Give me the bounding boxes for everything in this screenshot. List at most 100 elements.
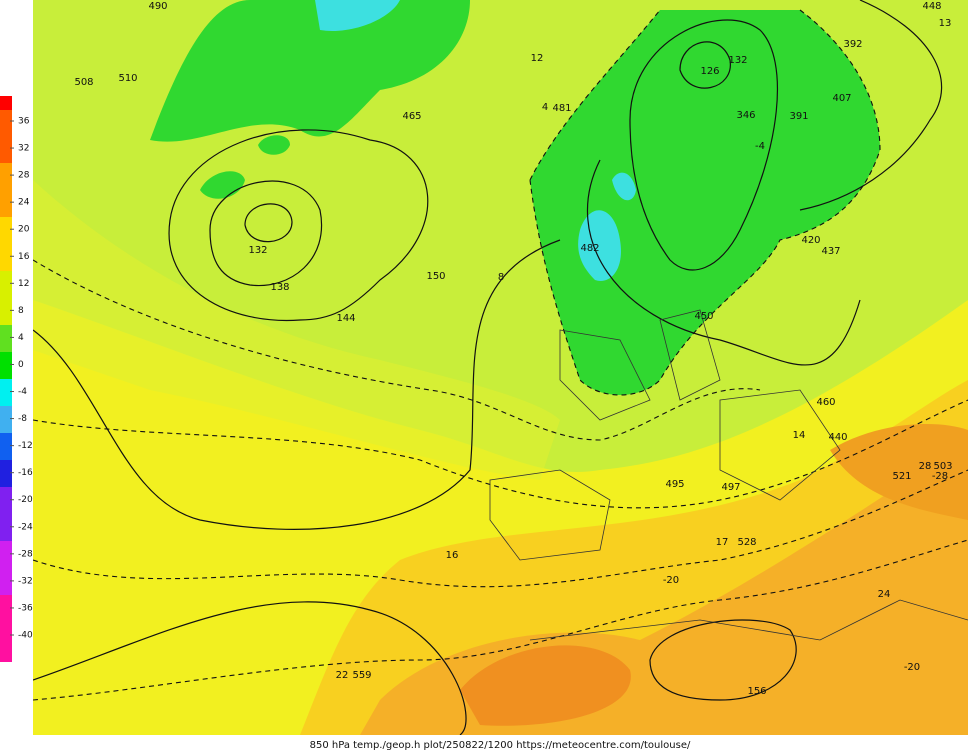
map-label: 437 xyxy=(821,246,840,257)
colorbar-label: -20 xyxy=(18,495,33,505)
map-label: 138 xyxy=(270,282,289,293)
contour xyxy=(209,180,323,287)
map-label: -20 xyxy=(904,662,920,673)
contour xyxy=(33,601,467,735)
map-label: 420 xyxy=(801,235,820,246)
map-label: 14 xyxy=(793,430,806,441)
map-label: 8 xyxy=(498,272,504,283)
colorbar-swatch xyxy=(0,163,12,217)
colorbar-swatch xyxy=(0,271,12,325)
contour xyxy=(799,0,943,211)
colorbar-label: 36 xyxy=(18,117,30,127)
colorbar-label: -12 xyxy=(18,441,33,451)
colorbar-label: -4 xyxy=(18,387,27,397)
colorbar-label: -24 xyxy=(18,522,33,532)
map-label: 28 xyxy=(919,461,932,472)
colorbar-swatch xyxy=(0,433,12,460)
colorbar-label: 12 xyxy=(18,279,29,289)
isotherm xyxy=(33,539,968,701)
map-label: 508 xyxy=(74,77,93,88)
colorbar-label: 0 xyxy=(18,360,24,370)
colorbar-label: -16 xyxy=(18,468,33,478)
isotherm xyxy=(529,9,881,396)
map-label: 132 xyxy=(248,245,267,256)
contour xyxy=(629,19,779,271)
colorbar-label: -40 xyxy=(18,631,33,641)
map-label: 482 xyxy=(580,243,599,254)
contour xyxy=(33,239,561,530)
colorbar-label: -36 xyxy=(18,603,33,613)
cold-field xyxy=(530,10,880,395)
colorbar-label: 24 xyxy=(18,198,30,208)
map-label: 392 xyxy=(843,39,862,50)
contour xyxy=(649,619,797,701)
map-label: 497 xyxy=(721,482,740,493)
isotherm xyxy=(33,469,968,588)
map-label: 407 xyxy=(832,93,851,104)
colorbar-swatch xyxy=(0,110,12,163)
map-label: 481 xyxy=(552,103,571,114)
field xyxy=(33,180,560,480)
map-label: 460 xyxy=(816,397,835,408)
colorbar-label: -28 xyxy=(18,549,33,559)
cold-field xyxy=(258,135,290,155)
map xyxy=(33,0,968,735)
map-label: 150 xyxy=(426,271,445,282)
map-label: 12 xyxy=(531,53,544,64)
contour xyxy=(679,41,731,89)
map-label: 495 xyxy=(665,479,684,490)
colorbar-swatch xyxy=(0,96,12,110)
map-label: 156 xyxy=(747,686,766,697)
isotherm xyxy=(33,399,968,509)
map-label: 24 xyxy=(878,589,891,600)
map-label: -20 xyxy=(663,575,679,586)
map-label: 450 xyxy=(694,311,713,322)
very-cold-field xyxy=(612,172,636,201)
colorbar-label: 32 xyxy=(18,144,29,154)
contour xyxy=(586,159,861,366)
colorbar-label: 4 xyxy=(18,333,24,343)
colorbar-swatch xyxy=(0,487,12,541)
map-label: 16 xyxy=(446,550,459,561)
contour xyxy=(168,129,429,322)
map-label: 503 xyxy=(933,461,952,472)
colorbar-label: -32 xyxy=(18,576,33,586)
contour xyxy=(244,203,293,243)
colorbar-swatch xyxy=(0,541,12,595)
map-label: 391 xyxy=(789,111,808,122)
colorbar: 36 32 28 24 20 16 12 8 4 0 -4 -8 -12 -16 -20 -24 -28 -32 -… xyxy=(0,96,33,662)
map-label: 17 xyxy=(716,537,729,548)
colorbar-label: 20 xyxy=(18,225,30,235)
colorbar-swatch xyxy=(0,325,12,352)
colorbar-label: 16 xyxy=(18,252,30,262)
hot-field xyxy=(830,424,968,520)
colorbar-swatch xyxy=(0,217,12,271)
isotherm xyxy=(33,259,761,441)
colorbar-label: -8 xyxy=(18,414,27,424)
map-label: 440 xyxy=(828,432,847,443)
map-label: 4 xyxy=(542,102,548,113)
cold-field xyxy=(150,0,470,142)
map-label: 559 xyxy=(352,670,371,681)
map-label: 528 xyxy=(737,537,756,548)
hot-field xyxy=(460,645,631,726)
very-cold-field xyxy=(315,0,400,31)
caption: 850 hPa temp./geop.h plot/250822/1200 ht… xyxy=(310,740,691,751)
map-label: 126 xyxy=(700,66,719,77)
colorbar-swatch xyxy=(0,379,12,406)
colorbar-label: 28 xyxy=(18,171,30,181)
map-label: 144 xyxy=(336,313,355,324)
map-label: 448 xyxy=(922,1,941,12)
coastline xyxy=(489,309,968,641)
map-label: 13 xyxy=(939,18,952,29)
map-label: 510 xyxy=(118,73,137,84)
map-label: -28 xyxy=(932,471,948,482)
map-label: 22 xyxy=(336,670,349,681)
map-label: 465 xyxy=(402,111,421,122)
colorbar-label: 8 xyxy=(18,306,24,316)
colorbar-swatch xyxy=(0,352,12,379)
map-label: 490 xyxy=(148,1,167,12)
map-label: -4 xyxy=(755,141,765,152)
